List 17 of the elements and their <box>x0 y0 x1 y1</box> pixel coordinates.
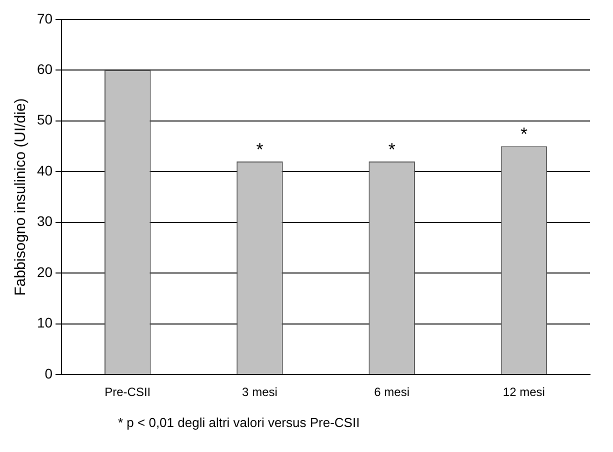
x-tick-label: 3 mesi <box>242 385 278 400</box>
y-tick-label: 0 <box>44 365 53 382</box>
y-tick-label: 20 <box>36 264 53 280</box>
x-tick-label: 6 mesi <box>374 385 410 400</box>
annotation: * <box>520 124 528 144</box>
y-tick-label: 70 <box>36 10 53 26</box>
y-tick-label: 60 <box>36 61 53 77</box>
y-tick-label: 40 <box>36 162 53 178</box>
text: * p < 0,01 degli altri valori versus Pre-CSII <box>118 415 361 430</box>
x-tick-label: Pre-CSII <box>104 385 151 400</box>
y-tick-label: 10 <box>36 314 53 331</box>
y-axis-title: Fabbisogno insulinico (UI/die) <box>12 98 30 296</box>
x-tick-label: 12 mesi <box>502 385 545 400</box>
annotation: * <box>256 139 264 160</box>
y-tick-label: 50 <box>36 112 53 128</box>
annotation: * <box>388 139 396 160</box>
y-tick-label: 30 <box>36 213 53 230</box>
